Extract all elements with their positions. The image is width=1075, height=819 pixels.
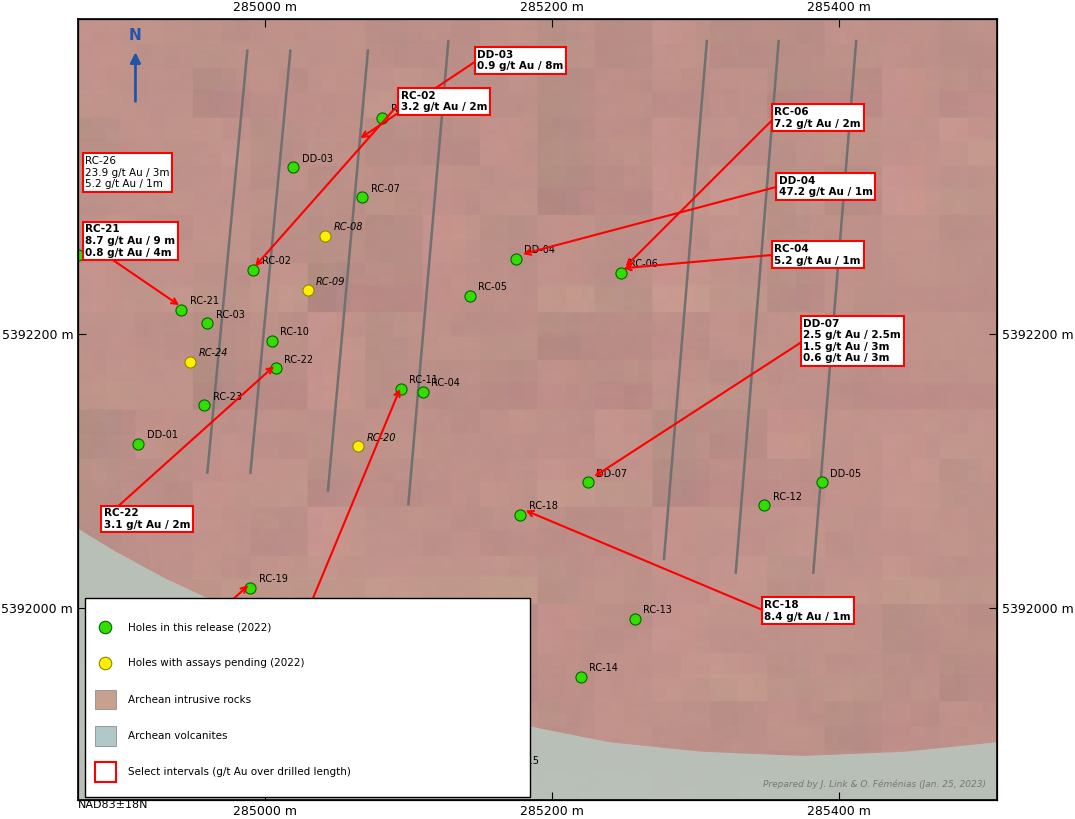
Text: RC-06: RC-06 [629, 259, 658, 269]
Text: NAD83±18N: NAD83±18N [78, 799, 148, 810]
Text: DD-01: DD-01 [146, 430, 177, 440]
Text: RC-16: RC-16 [309, 649, 338, 659]
Text: Holes with assays pending (2022): Holes with assays pending (2022) [128, 658, 304, 668]
Text: RC-20: RC-20 [367, 433, 396, 443]
Text: RC-19: RC-19 [259, 574, 287, 584]
Text: RC-04: RC-04 [431, 378, 460, 388]
Text: RC-26
23.9 g/t Au / 3m
5.2 g/t Au / 1m: RC-26 23.9 g/t Au / 3m 5.2 g/t Au / 1m [85, 156, 170, 189]
Text: RC-13: RC-13 [644, 605, 672, 615]
Text: Prepared by J. Link & O. Féménias (Jan. 25, 2023): Prepared by J. Link & O. Féménias (Jan. … [762, 780, 986, 789]
Text: RC-10: RC-10 [281, 328, 309, 337]
Text: RC-25: RC-25 [86, 242, 115, 251]
Text: Archean intrusive rocks: Archean intrusive rocks [128, 695, 252, 704]
Text: RC-04
5.2 g/t Au / 1m: RC-04 5.2 g/t Au / 1m [774, 244, 861, 265]
FancyBboxPatch shape [95, 726, 116, 745]
Text: N: N [129, 28, 142, 43]
Text: RC-01: RC-01 [390, 104, 419, 115]
Text: Archean volcanites: Archean volcanites [128, 731, 228, 740]
Text: RC-02
3.2 g/t Au / 2m: RC-02 3.2 g/t Au / 2m [401, 91, 488, 112]
FancyBboxPatch shape [95, 762, 116, 781]
Text: RC-21: RC-21 [189, 296, 218, 306]
Text: RC-22: RC-22 [285, 355, 314, 365]
Text: DD-04: DD-04 [525, 246, 556, 256]
Text: DD-07
2.5 g/t Au / 2.5m
1.5 g/t Au / 3m
0.6 g/t Au / 3m: DD-07 2.5 g/t Au / 2.5m 1.5 g/t Au / 3m … [803, 319, 901, 364]
Text: RC-24: RC-24 [198, 348, 228, 358]
Text: RC-15: RC-15 [510, 756, 539, 766]
Text: RC-11: RC-11 [410, 375, 439, 386]
Text: DD-03
0.9 g/t Au / 8m: DD-03 0.9 g/t Au / 8m [477, 49, 563, 71]
Text: RC-03: RC-03 [216, 310, 244, 319]
Text: RC-09: RC-09 [316, 277, 345, 287]
Text: RC-18
8.4 g/t Au / 1m: RC-18 8.4 g/t Au / 1m [764, 600, 851, 622]
Text: RC-12: RC-12 [773, 491, 802, 502]
Text: Holes in this release (2022): Holes in this release (2022) [128, 622, 272, 632]
Text: RC-07: RC-07 [371, 183, 400, 194]
Text: RC-17: RC-17 [371, 605, 400, 615]
Text: RC-06
7.2 g/t Au / 2m: RC-06 7.2 g/t Au / 2m [774, 107, 861, 129]
Text: RC-05: RC-05 [478, 283, 507, 292]
Text: DD-04
47.2 g/t Au / 1m: DD-04 47.2 g/t Au / 1m [778, 175, 873, 197]
Text: RC-02: RC-02 [261, 256, 290, 266]
Text: RC-23: RC-23 [213, 391, 242, 402]
Text: RC-11
1.6 g/t Au / 3m: RC-11 1.6 g/t Au / 3m [247, 745, 334, 767]
Text: RC-21
8.7 g/t Au / 9 m
0.8 g/t Au / 4m: RC-21 8.7 g/t Au / 9 m 0.8 g/t Au / 4m [85, 224, 175, 258]
Text: Select intervals (g/t Au over drilled length): Select intervals (g/t Au over drilled le… [128, 767, 352, 776]
Text: RC-19
0.6 g/t Au / 4 m
0.6 g/t / 3m: RC-19 0.6 g/t Au / 4 m 0.6 g/t / 3m [171, 640, 261, 672]
Text: RC-22
3.1 g/t Au / 2m: RC-22 3.1 g/t Au / 2m [104, 509, 190, 530]
Text: DD-03: DD-03 [302, 154, 333, 164]
FancyBboxPatch shape [85, 599, 530, 797]
Text: DD-07: DD-07 [597, 468, 627, 478]
Text: RC-18: RC-18 [529, 501, 558, 511]
Text: DD-05: DD-05 [830, 468, 861, 478]
Text: RC-14: RC-14 [589, 663, 618, 673]
Text: RC-08: RC-08 [333, 222, 363, 232]
Polygon shape [78, 528, 997, 799]
FancyBboxPatch shape [95, 690, 116, 709]
